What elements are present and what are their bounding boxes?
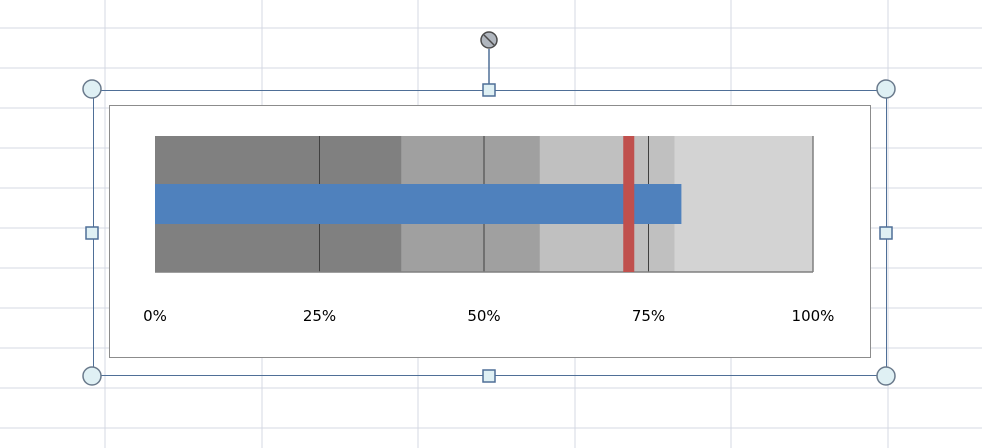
x-tick-label: 75% bbox=[632, 307, 665, 325]
resize-handle-top[interactable] bbox=[482, 83, 496, 97]
target-marker bbox=[623, 136, 635, 272]
value-bar bbox=[155, 184, 682, 224]
chart-area[interactable]: 0% 25% 50% 75% 100% bbox=[109, 105, 871, 358]
resize-handle-bottom-right[interactable] bbox=[876, 366, 896, 386]
resize-handle-left[interactable] bbox=[85, 226, 99, 240]
x-tick-label: 100% bbox=[792, 307, 835, 325]
bullet-chart: 0% 25% 50% 75% 100% bbox=[143, 136, 835, 325]
resize-handle-top-left[interactable] bbox=[82, 79, 102, 99]
resize-handle-right[interactable] bbox=[879, 226, 893, 240]
x-tick-label: 25% bbox=[303, 307, 336, 325]
qualitative-band bbox=[674, 136, 813, 272]
rotate-handle[interactable] bbox=[480, 31, 498, 49]
x-tick-label: 50% bbox=[467, 307, 500, 325]
resize-handle-bottom[interactable] bbox=[482, 369, 496, 383]
resize-handle-bottom-left[interactable] bbox=[82, 366, 102, 386]
x-tick-label: 0% bbox=[143, 307, 167, 325]
resize-handle-top-right[interactable] bbox=[876, 79, 896, 99]
